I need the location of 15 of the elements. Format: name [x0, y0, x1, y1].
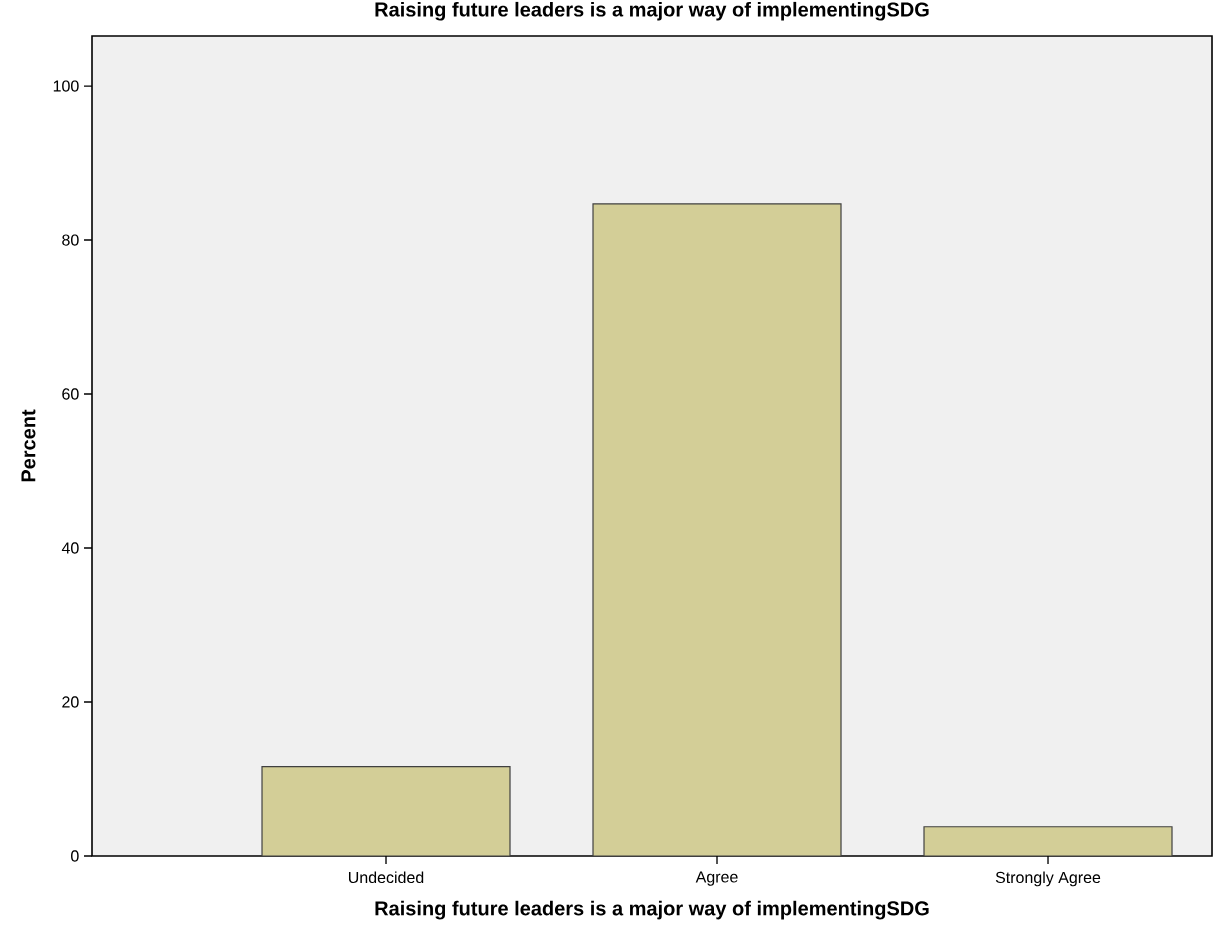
y-tick-label: 20	[62, 696, 79, 708]
x-tick-label: Undecided	[348, 871, 424, 884]
y-tick-label: 80	[62, 234, 79, 246]
y-tick-label: 60	[62, 388, 79, 400]
y-axis-title: Percent	[21, 409, 36, 482]
bar	[592, 203, 842, 856]
bar	[261, 766, 511, 856]
chart-title: Raising future leaders is a major way of implementingSDG	[375, 1, 929, 21]
bar	[923, 826, 1173, 856]
x-tick-label: Strongly Agree	[995, 871, 1101, 887]
y-tick-label: 100	[53, 80, 79, 92]
x-axis-title: Raising future leaders is a major way of implementingSDG	[375, 900, 929, 920]
y-tick-label: 0	[71, 850, 79, 862]
x-tick-label: Agree	[695, 871, 738, 886]
y-tick-label: 40	[61, 542, 79, 554]
